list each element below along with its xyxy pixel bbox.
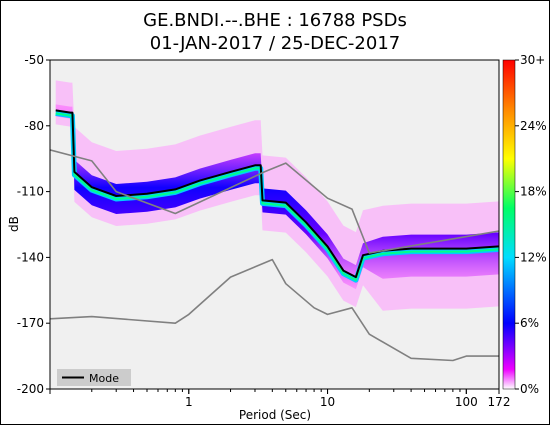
series-line-nlnm	[50, 258, 499, 362]
y-tick-label: -200	[17, 382, 44, 396]
x-axis: 1 10 100 172	[49, 389, 511, 409]
x-axis-label: Period (Sec)	[239, 408, 311, 422]
y-axis-label: dB	[7, 216, 21, 232]
chart-title-line2: 01-JAN-2017 / 25-DEC-2017	[150, 33, 401, 54]
colorbar-labels: 0% 6% 12% 18% 24% 30+	[515, 53, 547, 396]
colorbar-label: 0%	[520, 382, 539, 396]
y-tick-label: -140	[17, 250, 44, 264]
psd-density-heatmap	[50, 80, 499, 362]
series-layer	[50, 109, 499, 362]
colorbar-label: 18%	[520, 185, 547, 199]
series-line-nhnm	[50, 149, 499, 254]
colorbar-label: 30+	[520, 53, 545, 67]
y-tick-label: -50	[24, 53, 44, 67]
density-band	[55, 104, 499, 290]
legend: Mode	[57, 369, 131, 386]
colorbar-gradient	[502, 59, 516, 390]
x-tick-label: 172	[488, 395, 511, 409]
y-tick-label: -170	[17, 316, 44, 330]
colorbar-label: 12%	[520, 250, 547, 264]
plot-border	[49, 59, 500, 390]
x-tick-label: 1	[185, 395, 193, 409]
x-tick-label: 10	[320, 395, 335, 409]
y-tick-label: -80	[24, 119, 44, 133]
legend-box	[57, 369, 131, 386]
x-tick-label: 100	[455, 395, 478, 409]
colorbar: 0% 6% 12% 18% 24% 30+	[502, 53, 547, 396]
colorbar-label: 6%	[520, 316, 539, 330]
y-tick-label: -110	[17, 185, 44, 199]
y-axis: -50 -80 -110 -140 -170 -200	[17, 53, 50, 396]
legend-label-mode: Mode	[89, 372, 119, 385]
colorbar-label: 24%	[520, 119, 547, 133]
chart-title-line1: GE.BNDI.--.BHE : 16788 PSDs	[143, 10, 407, 31]
